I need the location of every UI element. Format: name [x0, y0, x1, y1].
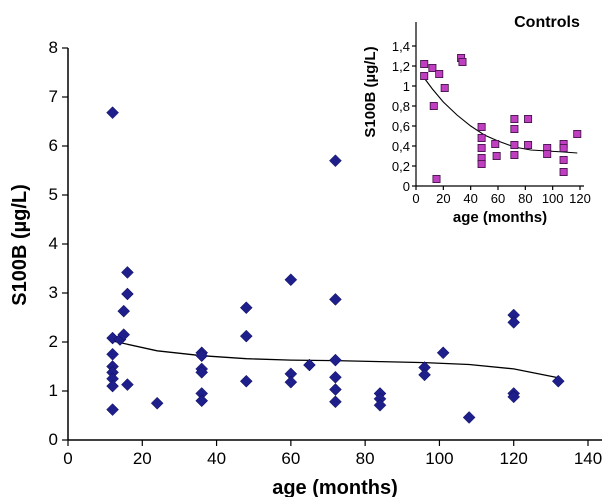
- inset-data-point: [440, 84, 449, 93]
- main-data-point: [303, 358, 316, 372]
- inset-chart: 0 20 40 60 80 100 120 0 0,2 0,4 0,6 0,8 1 1,2 1,4 Cont…: [362, 14, 591, 226]
- inset-data-point: [559, 167, 568, 176]
- inset-data-point: [429, 102, 438, 111]
- main-y-tick-label: 0: [49, 430, 58, 449]
- main-data-point: [436, 346, 450, 360]
- inset-data-point: [435, 70, 444, 79]
- main-data-point: [195, 394, 209, 408]
- inset-x-tick-label: 120: [569, 191, 591, 206]
- main-data-point: [117, 304, 131, 318]
- main-x-tick-label: 140: [574, 449, 602, 468]
- inset-data-point: [458, 58, 467, 67]
- main-x-tick-label: 0: [63, 449, 72, 468]
- inset-data-point: [559, 155, 568, 164]
- main-data-point: [150, 396, 164, 410]
- inset-data-point: [420, 60, 429, 69]
- inset-data-point: [559, 143, 568, 152]
- main-x-tick-label: 80: [356, 449, 375, 468]
- main-data-point: [284, 375, 298, 389]
- inset-x-tick-label: 20: [436, 191, 450, 206]
- main-data-point: [418, 368, 431, 382]
- inset-y-tick-label: 0,2: [392, 159, 410, 174]
- inset-y-axis-title: S100B (µg/L): [362, 46, 379, 137]
- main-data-point: [329, 154, 342, 168]
- inset-data-point: [477, 143, 486, 152]
- main-data-point: [373, 398, 387, 412]
- main-y-tick-label: 6: [49, 136, 58, 155]
- main-data-point: [239, 329, 253, 343]
- main-data-point: [106, 379, 119, 393]
- inset-data-point: [491, 139, 500, 148]
- main-data-point: [239, 374, 253, 388]
- inset-data-point: [477, 133, 486, 142]
- main-data-point: [329, 370, 342, 384]
- inset-x-tick-label: 60: [491, 191, 505, 206]
- inset-y-tick-label: 0,4: [392, 139, 410, 154]
- main-y-tick-label: 1: [49, 381, 58, 400]
- inset-data-point: [477, 159, 486, 168]
- inset-x-tick-label: 40: [463, 191, 477, 206]
- main-y-tick-label: 7: [49, 87, 58, 106]
- inset-x-tick-label: 80: [518, 191, 532, 206]
- inset-data-point: [524, 115, 533, 124]
- inset-x-axis-title: age (months): [453, 209, 547, 226]
- inset-data-point: [420, 72, 429, 81]
- main-data-point: [239, 301, 253, 315]
- main-data-point: [329, 395, 342, 409]
- main-data-point: [329, 293, 342, 306]
- main-x-tick-label: 20: [133, 449, 152, 468]
- main-data-point: [507, 390, 521, 404]
- main-data-point: [121, 287, 134, 301]
- main-data-point: [284, 273, 298, 287]
- main-y-tick-label: 4: [49, 234, 58, 253]
- main-data-point: [507, 316, 521, 329]
- inset-x-tick-label: 0: [412, 191, 419, 206]
- inset-data-point: [510, 140, 519, 149]
- inset-data-point: [432, 174, 441, 183]
- main-x-tick-label: 120: [500, 449, 528, 468]
- inset-data-point: [477, 123, 486, 132]
- main-data-point: [121, 266, 134, 279]
- main-data-point: [106, 106, 119, 120]
- inset-title: Controls: [514, 14, 580, 31]
- inset-y-tick-label: 1,2: [392, 59, 410, 74]
- inset-data-point: [428, 64, 437, 73]
- main-x-tick-label: 100: [425, 449, 453, 468]
- main-data-point: [121, 378, 134, 391]
- main-data-point: [329, 353, 342, 367]
- main-data-point: [106, 403, 119, 416]
- main-x-tick-label: 40: [207, 449, 226, 468]
- main-y-axis-title: S100B (µg/L): [9, 184, 31, 306]
- main-data-point: [106, 347, 119, 361]
- main-data-point: [329, 383, 342, 396]
- main-y-tick-label: 8: [49, 38, 58, 57]
- main-y-tick-label: 5: [49, 185, 58, 204]
- inset-data-point: [510, 150, 519, 159]
- inset-x-tick-label: 100: [542, 191, 564, 206]
- main-data-point: [195, 349, 209, 363]
- inset-y-tick-label: 1: [403, 79, 410, 94]
- inset-y-tick-label: 0,8: [392, 99, 410, 114]
- inset-y-tick-label: 0: [403, 179, 410, 194]
- inset-data-point: [510, 125, 519, 134]
- main-y-tick-label: 3: [49, 283, 58, 302]
- inset-data-point: [524, 140, 533, 149]
- inset-data-point: [492, 151, 501, 160]
- inset-data-point: [543, 149, 552, 158]
- inset-y-tick-label: 0,6: [392, 119, 410, 134]
- main-y-tick-label: 2: [49, 332, 58, 351]
- main-data-point: [117, 328, 131, 342]
- inset-data-point: [510, 115, 519, 124]
- main-data-point: [195, 366, 209, 379]
- main-data-point: [462, 411, 476, 424]
- inset-data-point: [573, 129, 582, 138]
- inset-y-tick-label: 1,4: [392, 39, 410, 54]
- main-data-point: [551, 374, 565, 388]
- main-x-tick-label: 60: [281, 449, 300, 468]
- main-x-axis-title: age (months): [272, 477, 398, 497]
